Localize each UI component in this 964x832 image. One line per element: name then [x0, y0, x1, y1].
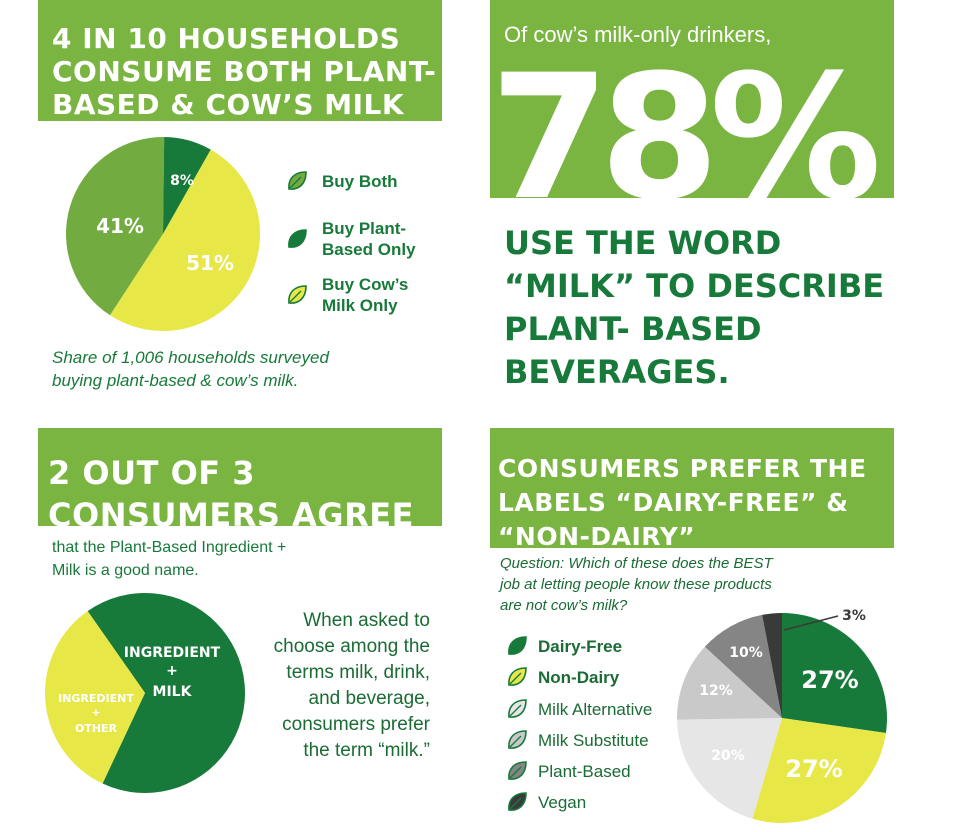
pie3-label-non-dairy: 27%	[785, 755, 842, 783]
legend-item-buy-both: Buy Both	[286, 170, 398, 192]
legend-item-milk-substitute: Milk Substitute	[506, 729, 649, 751]
leaf-icon	[286, 284, 308, 306]
pie-slice-buy-plant-only	[163, 137, 211, 234]
leaf-icon	[286, 228, 308, 250]
legend-label: Buy Cow’s	[322, 275, 409, 294]
legend-item-dairy-free: Dairy-Free	[506, 635, 622, 657]
pie3-label-plant-based: 10%	[729, 645, 763, 661]
legend-label: Buy Both	[322, 171, 398, 191]
pie-slice-ingredient-other	[44, 611, 145, 784]
pie-slice-dairy-free	[782, 613, 887, 733]
body-line: the term “milk.”	[303, 740, 430, 761]
pie-slice-non-dairy	[752, 718, 886, 823]
legend-label: Plant-Based	[538, 761, 631, 781]
name-preference-pie-chart: INGREDIENT + MILK INGREDIENT + OTHER	[44, 593, 245, 793]
leaf-icon	[506, 635, 528, 657]
panel1-title-line: 4 IN 10 HOUSEHOLDS	[52, 22, 401, 55]
panel4-title-line: LABELS “DAIRY-FREE” &	[498, 488, 849, 517]
legend-item-non-dairy: Non-Dairy	[506, 666, 619, 688]
caption-line: Share of 1,006 households surveyed	[52, 348, 329, 367]
body-line: choose among the	[273, 636, 430, 657]
legend-label: Based Only	[322, 240, 416, 259]
legend-label: Vegan	[538, 792, 587, 812]
body-line: and beverage,	[308, 688, 431, 709]
question-line: are not cow’s milk?	[500, 597, 628, 614]
legend-item-vegan: Vegan	[506, 791, 586, 813]
pie-slice-plant-based	[704, 614, 782, 718]
panel1-title: 4 IN 10 HOUSEHOLDS CONSUME BOTH PLANT- B…	[52, 22, 436, 121]
statement-line: BEVERAGES.	[504, 353, 730, 391]
pie2-label-ingredient-other-line: OTHER	[75, 722, 118, 735]
pie2-label-ingredient-other-line: +	[91, 706, 100, 719]
statement-line: PLANT- BASED	[504, 310, 762, 348]
leaf-icon	[506, 760, 528, 782]
legend-label: Non-Dairy	[538, 667, 620, 687]
households-pie-chart: 41% 8% 51%	[66, 136, 261, 332]
statement-line: USE THE WORD	[504, 224, 782, 262]
panel1-header-block: 4 IN 10 HOUSEHOLDS CONSUME BOTH PLANT- B…	[38, 0, 442, 121]
panel2-header-block: Of cow’s milk-only drinkers, 78%	[490, 0, 894, 198]
pie1-label-plant: 8%	[170, 173, 194, 189]
panel3-title: 2 OUT OF 3 CONSUMERS AGREE	[48, 452, 414, 526]
panel2-statement: USE THE WORD “MILK” TO DESCRIBE PLANT- B…	[504, 222, 884, 394]
pie3-label-dairy-free: 27%	[801, 666, 858, 694]
panel1-title-line: CONSUME BOTH PLANT-	[52, 55, 437, 88]
panel3-body: When asked to choose among the terms mil…	[238, 608, 430, 764]
leaf-icon	[506, 666, 528, 688]
pie-slice-vegan	[762, 613, 782, 718]
panel3-title-line: 2 OUT OF 3	[48, 454, 256, 492]
panel3-header-block: 2 OUT OF 3 CONSUMERS AGREE	[38, 428, 442, 526]
legend-label: Milk Substitute	[538, 730, 649, 750]
panel2-intro: Of cow’s milk-only drinkers,	[504, 22, 772, 47]
pie-slice-milk-substitute	[677, 646, 782, 720]
pie2-label-ingredient-milk-line: INGREDIENT	[124, 645, 221, 661]
subtitle-line: Milk is a good name.	[52, 562, 199, 579]
body-line: terms milk, drink,	[286, 662, 430, 683]
pie2-label-ingredient-milk-line: MILK	[153, 684, 193, 700]
legend-item-buy-plant-only: Buy Plant- Based Only	[286, 218, 416, 260]
label-preference-pie-chart: 3% 27% 27% 20% 12% 10%	[677, 608, 887, 823]
pie3-label-milk-substitute: 12%	[699, 683, 733, 699]
pie2-label-ingredient-other-line: INGREDIENT	[58, 692, 134, 705]
pie1-label-cow: 51%	[186, 251, 234, 275]
subtitle-line: that the Plant-Based Ingredient +	[52, 539, 287, 556]
pie-slice-buy-both	[66, 136, 165, 316]
body-line: consumers prefer	[282, 714, 430, 735]
body-line: When asked to	[303, 610, 430, 631]
pie2-label-ingredient-milk-line: +	[166, 663, 178, 679]
panel1-title-line: BASED & COW’S MILK	[52, 88, 405, 121]
pie1-label-both: 41%	[96, 214, 144, 238]
question-line: Question: Which of these does the BEST	[500, 555, 773, 572]
panel4-title: CONSUMERS PREFER THE LABELS “DAIRY-FREE”…	[498, 452, 867, 548]
pie-slice-milk-alternative	[677, 718, 782, 819]
caption-line: buying plant-based & cow’s milk.	[52, 371, 299, 390]
panel4-title-line: “NON-DAIRY”	[498, 522, 696, 548]
panel1-caption: Share of 1,006 households surveyed buyin…	[52, 346, 329, 392]
panel3-subtitle: that the Plant-Based Ingredient + Milk i…	[52, 536, 286, 582]
panel4-question: Question: Which of these does the BEST j…	[500, 553, 773, 616]
legend-item-milk-alternative: Milk Alternative	[506, 698, 652, 720]
legend-label: Buy Plant-	[322, 219, 407, 238]
legend-item-buy-cow-only: Buy Cow’s Milk Only	[286, 274, 408, 316]
panel3-title-line: CONSUMERS AGREE	[48, 496, 414, 526]
pie3-leader-line	[783, 615, 839, 631]
legend-item-plant-based: Plant-Based	[506, 760, 631, 782]
pie-slice-buy-cow-only	[110, 149, 261, 332]
pie-slice-ingredient-milk	[87, 593, 245, 793]
big-percentage: 78%	[490, 37, 882, 199]
leaf-icon	[506, 698, 528, 720]
legend-label: Milk Alternative	[538, 699, 653, 719]
leaf-icon	[506, 729, 528, 751]
statement-line: “MILK” TO DESCRIBE	[504, 267, 885, 305]
leaf-icon	[286, 170, 308, 192]
question-line: job at letting people know these product…	[500, 576, 772, 593]
legend-label: Milk Only	[322, 296, 398, 315]
leaf-icon	[506, 791, 528, 813]
panel4-header-block: CONSUMERS PREFER THE LABELS “DAIRY-FREE”…	[490, 428, 894, 548]
pie3-label-milk-alternative: 20%	[711, 748, 745, 764]
panel4-title-line: CONSUMERS PREFER THE	[498, 454, 867, 483]
legend-label: Dairy-Free	[538, 636, 623, 656]
pie3-label-vegan: 3%	[842, 608, 866, 624]
